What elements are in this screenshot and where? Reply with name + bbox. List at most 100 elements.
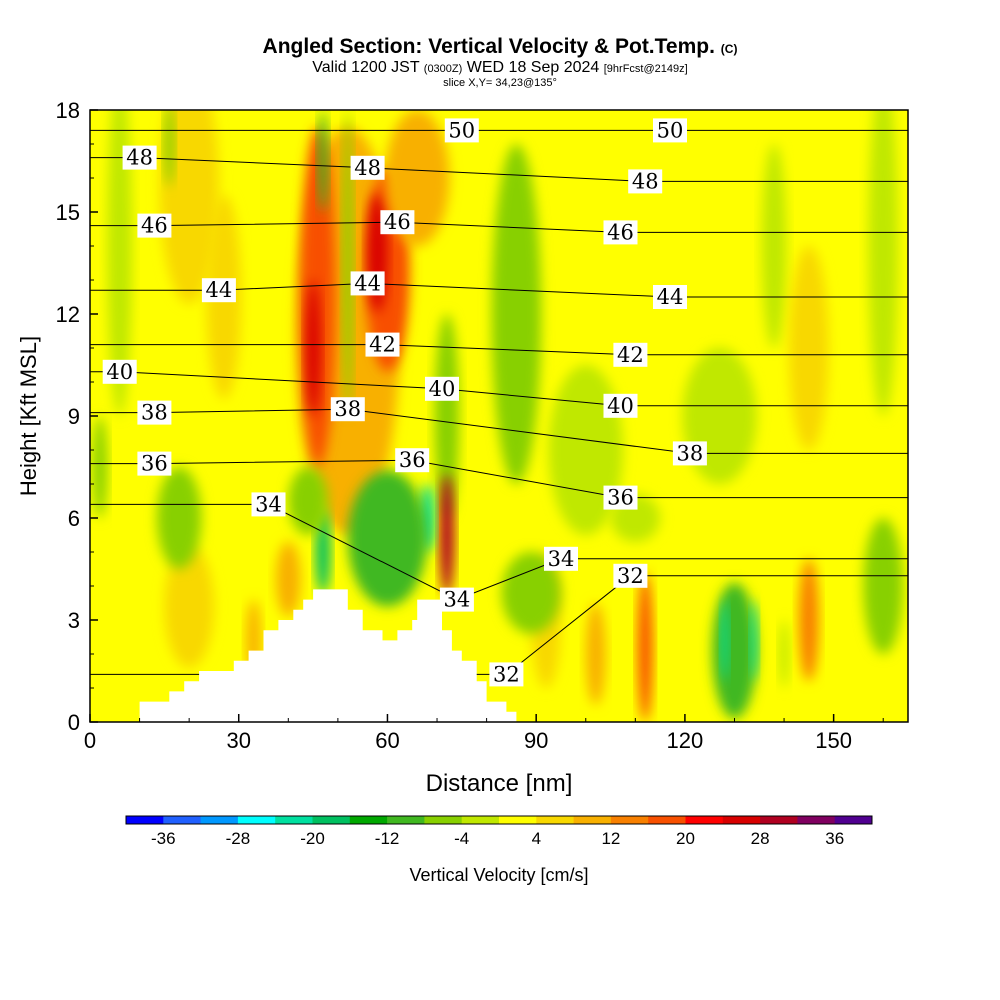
slice-info: slice X,Y= 34,23@135° [443,77,557,89]
velocity-cell [798,558,819,682]
velocity-cell [779,620,790,688]
contour-label: 44 [657,285,684,309]
y-tick-label: 6 [68,506,80,531]
chart-title-main: Angled Section: Vertical Velocity & Pot.… [262,35,715,58]
velocity-cell [342,110,353,416]
velocity-cell [863,518,903,654]
x-tick-label: 120 [667,728,704,753]
velocity-cell [159,110,219,304]
velocity-cell [720,599,729,682]
contour-label: 48 [126,146,153,170]
colorbar-swatch [722,816,761,824]
velocity-cell [315,509,331,595]
colorbar-swatch [312,816,351,824]
chart-title-block: Angled Section: Vertical Velocity & Pot.… [0,36,1000,90]
colorbar-tick-label: 4 [532,829,541,848]
contour-labels: 50 50 48 48 48 46 46 46 44 44 44 42 42 40 40 40 38 38 38 36… [102,118,707,687]
contour-label-box [350,271,385,296]
contour-label: 32 [617,564,644,588]
chart-subtitle: Valid 1200 JST (0300Z) WED 18 Sep 2024 [… [0,60,1000,77]
contour-label-box [137,213,172,238]
velocity-cell [318,110,328,212]
velocity-cell [164,110,175,187]
contour-label-box [603,220,638,245]
velocity-cell [305,280,321,416]
y-tick-label: 0 [68,710,80,735]
contour-label-box [425,376,459,401]
colorbar-tick-label: -4 [454,829,469,848]
colorbar-swatch [349,816,388,824]
contour-label: 34 [548,547,575,571]
velocity-cell [789,246,829,450]
colorbar-tick-label: 28 [751,829,770,848]
contour-label: 44 [354,271,381,295]
colorbar-swatch [573,816,612,824]
colorbar-swatch [648,816,686,824]
contour-label-box [653,285,687,309]
x-axis-label: Distance [nm] [426,770,573,797]
colorbar-swatch [834,816,873,824]
valid-prefix: Valid 1200 JST [312,59,420,76]
velocity-cell [439,473,455,597]
contour-label-box [201,278,236,303]
x-tick-label: 0 [84,728,96,753]
valid-forecast: [9hrFcst@2149z] [603,63,688,75]
contour-label: 46 [607,220,634,244]
contour-label-box [613,563,648,588]
contour-label-box [672,441,707,466]
colorbar-swatch [536,816,575,824]
contour-label-box [613,342,648,367]
y-tick-label: 18 [56,98,80,123]
contour-label-box [365,332,400,357]
contour-label-box [137,400,172,425]
colorbar-swatch [126,816,164,824]
colorbar-swatch [760,816,798,824]
contour-label-box [122,145,157,170]
velocity-cell [288,467,328,535]
colorbar-tick-label: -20 [300,829,325,848]
contour-label-box [603,393,638,418]
velocity-cell [347,470,428,607]
velocity-cell [712,582,757,719]
velocity-cell [434,314,460,518]
y-tick-label: 12 [56,302,80,327]
colorbar-tick-label: 36 [825,829,844,848]
contour-label: 36 [607,486,634,510]
colorbar-swatch [685,816,724,824]
velocity-cell [761,144,787,348]
velocity-cell [501,552,561,634]
contour-label: 34 [444,588,471,612]
x-tick-label: 150 [815,728,852,753]
contour-label-box [628,169,663,194]
colorbar-label: Vertical Velocity [cm/s] [409,865,588,885]
velocity-cell [275,541,301,617]
velocity-cell [156,467,202,569]
contour-label: 38 [334,397,361,421]
contour-label: 40 [106,360,133,384]
x-tick-label: 30 [226,728,250,753]
colorbar-swatch [499,816,537,824]
contour-label-box [380,210,415,235]
contour-label-box [489,662,524,687]
contour-label: 32 [493,662,520,686]
contour-label: 40 [429,377,456,401]
contour-label: 36 [141,452,168,476]
contour-label-box [653,118,687,143]
colorbar-swatch [797,816,836,824]
contour-label: 34 [255,492,282,516]
contour-label: 48 [354,156,381,180]
y-tick-label: 15 [56,200,80,225]
contour-label: 46 [141,214,168,238]
contour-label: 50 [448,118,475,142]
contour-label: 44 [206,278,233,302]
colorbar-swatch [610,816,649,824]
contour-label: 38 [677,441,704,465]
chart-title: Angled Section: Vertical Velocity & Pot.… [0,36,1000,60]
contour-label-box [251,492,286,517]
colorbar-border [125,815,873,825]
y-tick-label: 3 [68,608,80,633]
velocity-cell [164,545,214,668]
contour-label-box [102,359,137,384]
y-tick-label: 9 [68,404,80,429]
